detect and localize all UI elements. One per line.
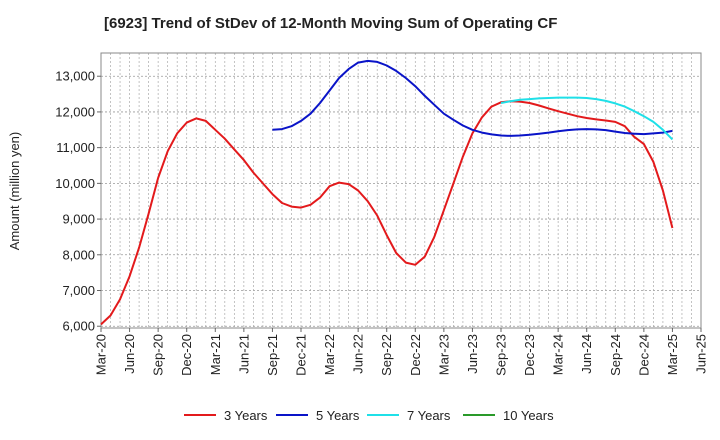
x-tick-label: Sep-23	[494, 334, 509, 376]
legend-label: 5 Years	[316, 408, 360, 423]
x-tick-label: Dec-22	[408, 334, 423, 376]
x-tick-label: Sep-21	[265, 334, 280, 376]
chart-title: [6923] Trend of StDev of 12-Month Moving…	[104, 15, 557, 32]
y-axis-label: Amount (million yen)	[7, 132, 22, 251]
y-tick-label: 7,000	[62, 283, 95, 298]
legend-label: 10 Years	[503, 408, 554, 423]
series-line	[100, 100, 674, 326]
x-tick-label: Sep-24	[608, 334, 623, 376]
x-tick-label: Jun-22	[351, 334, 366, 374]
legend: 3 Years 5 Years 7 Years 10 Years	[184, 408, 554, 423]
x-tick-label: Jun-21	[236, 334, 251, 374]
x-tick-label: Mar-24	[551, 334, 566, 375]
x-tick-label: Dec-20	[179, 334, 194, 376]
y-tick-label: 6,000	[62, 319, 95, 334]
y-tick-label: 10,000	[55, 176, 95, 191]
legend-label: 7 Years	[407, 408, 451, 423]
series-lines	[100, 59, 674, 326]
x-tick-label: Jun-25	[694, 334, 709, 374]
x-tick-label: Jun-20	[122, 334, 137, 374]
legend-label: 3 Years	[224, 408, 268, 423]
series-line	[500, 96, 674, 141]
grid	[100, 53, 702, 328]
x-tick-label: Mar-22	[322, 334, 337, 375]
series-line	[272, 59, 673, 137]
x-tick-label: Sep-22	[379, 334, 394, 376]
x-tick-label: Jun-23	[465, 334, 480, 374]
x-tick-label: Dec-21	[294, 334, 309, 376]
y-tick-label: 11,000	[56, 140, 95, 155]
x-tick-label: Sep-20	[151, 334, 166, 376]
x-tick-label: Dec-24	[636, 334, 651, 376]
x-tick-label: Mar-25	[665, 334, 680, 375]
y-tick-label: 9,000	[62, 212, 95, 227]
x-tick-label: Mar-23	[436, 334, 451, 375]
y-tick-label: 12,000	[55, 104, 95, 119]
x-tick-label: Mar-20	[94, 334, 109, 375]
x-tick-label: Dec-23	[522, 334, 537, 376]
x-tick-label: Jun-24	[579, 334, 594, 374]
x-axis: Mar-20 Jun-20 Sep-20 Dec-20 Mar-21 Jun-21 Sep-…	[94, 328, 709, 376]
y-tick-label: 13,000	[55, 69, 95, 84]
x-tick-label: Mar-21	[208, 334, 223, 375]
plot-area	[100, 52, 702, 329]
y-axis: 6,000 7,000 8,000 9,000 10,000 11,000 12,000 13…	[55, 69, 101, 334]
y-tick-label: 8,000	[62, 247, 95, 262]
